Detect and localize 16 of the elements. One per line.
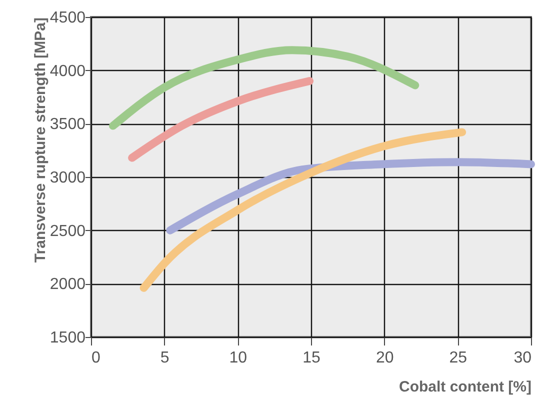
y-tick-label: 1500 xyxy=(50,330,86,346)
x-tick-label: 10 xyxy=(229,350,248,366)
x-tick-label: 30 xyxy=(514,350,532,366)
x-tick-label: 0 xyxy=(92,350,100,366)
y-tick-label: 4500 xyxy=(50,10,86,26)
y-tick-label: 4000 xyxy=(50,62,86,80)
y-tick-label: 3000 xyxy=(50,170,86,186)
y-tick-label: 2500 xyxy=(50,222,86,240)
x-axis-title: Cobalt content [%] xyxy=(399,378,532,396)
y-tick-label: 3500 xyxy=(50,116,86,134)
x-tick-label: 20 xyxy=(376,350,394,366)
x-tick-label: 15 xyxy=(302,350,320,366)
y-axis-title: Transverse rupture strength [MPa] xyxy=(32,17,49,263)
x-tick-label: 25 xyxy=(449,350,468,366)
x-tick-label: 5 xyxy=(160,350,170,366)
y-tick-label: 2000 xyxy=(50,276,86,294)
